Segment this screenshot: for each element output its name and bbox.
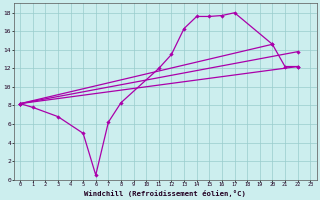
X-axis label: Windchill (Refroidissement éolien,°C): Windchill (Refroidissement éolien,°C) — [84, 190, 246, 197]
